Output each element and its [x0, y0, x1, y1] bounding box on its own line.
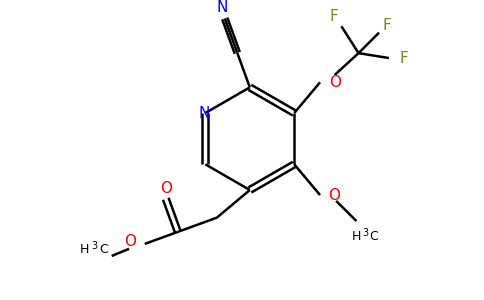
Text: O: O	[124, 234, 136, 249]
Text: H: H	[352, 230, 361, 243]
Text: F: F	[330, 9, 338, 24]
Text: O: O	[160, 181, 172, 196]
Text: O: O	[328, 188, 340, 202]
Text: 3: 3	[363, 228, 369, 238]
Text: C: C	[369, 230, 378, 243]
Text: N: N	[199, 106, 210, 121]
Text: C: C	[99, 243, 108, 256]
Text: F: F	[400, 50, 408, 65]
Text: F: F	[382, 18, 391, 33]
Text: 3: 3	[91, 241, 98, 251]
Text: O: O	[329, 75, 341, 90]
Text: N: N	[216, 0, 227, 15]
Text: H: H	[80, 243, 90, 256]
